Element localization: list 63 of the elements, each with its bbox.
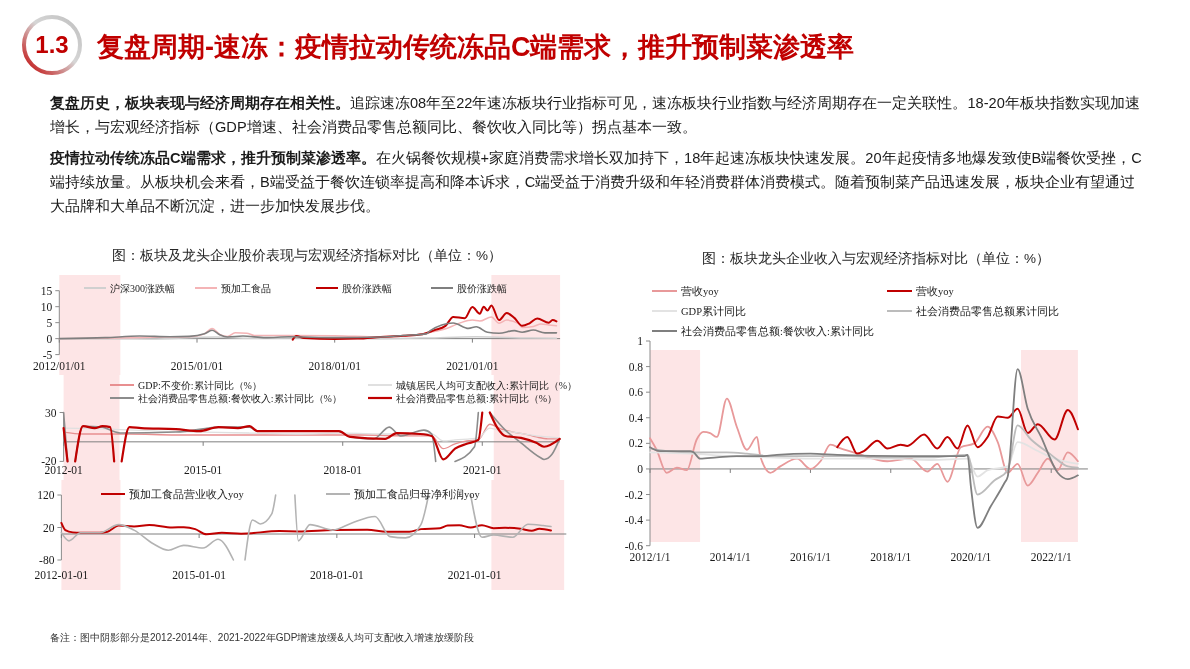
- y-tick-label: 0.2: [628, 437, 644, 450]
- y-tick-label: 5: [46, 316, 53, 329]
- legend-label: 城镇居民人均可支配收入:累计同比（%）: [395, 379, 578, 391]
- legend-label: GDP:不变价:累计同比（%）: [138, 379, 262, 391]
- legend-label: 预加工食品营业收入yoy: [129, 487, 245, 500]
- y-tick-label: 0.8: [628, 360, 644, 373]
- x-tick-label: 2021/01/01: [446, 360, 499, 372]
- line-series: [60, 521, 552, 536]
- legend-label: 预加工食品: [221, 282, 271, 294]
- x-tick-label: 2021-01: [463, 464, 502, 476]
- text: 复盘周期-速冻：疫情拉动传统冻品C端需求，推升预制菜渗透率: [97, 31, 855, 64]
- legend-label: 社会消费品零售总额:累计同比（%）: [396, 392, 558, 404]
- y-tick-label: 0.6: [628, 386, 644, 399]
- legend-label: 社会消费品零售总额:餐饮收入:累计同比: [681, 324, 874, 337]
- text: 疫情拉动传统冻品C端需求，推升预制菜渗透率。: [50, 150, 376, 166]
- y-tick-label: -0.4: [624, 514, 644, 527]
- text: 复盘历史，板块表现与经济周期存在相关性。: [50, 95, 350, 111]
- legend-label: 社会消费品零售总额:餐饮收入:累计同比（%）: [138, 392, 342, 404]
- text: 备注：图中阴影部分是2012-2014年、2021-2022年GDP增速放缓&人均可支配收入增速放缓阶段: [50, 632, 474, 643]
- line-series: [291, 304, 558, 341]
- y-tick-label: 0: [46, 332, 53, 345]
- y-tick-label: 10: [40, 300, 53, 313]
- x-tick-label: 2018/01/01: [308, 360, 362, 372]
- y-tick-label: -0.2: [624, 488, 644, 501]
- x-tick-label: 2020/1/1: [950, 551, 992, 563]
- y-tick-label: 0.4: [628, 411, 644, 424]
- line-series: [649, 424, 1079, 496]
- x-tick-label: 2012/1/1: [629, 551, 671, 563]
- x-tick-label: 2015-01: [183, 464, 223, 476]
- legend-label: 营收yoy: [681, 284, 720, 297]
- x-tick-label: 2018-01: [323, 464, 363, 476]
- line-series: [649, 397, 1079, 487]
- x-tick-label: 2021-01-01: [447, 569, 502, 581]
- legend-label: 股价涨跌幅: [457, 282, 507, 294]
- x-tick-label: 2018/1/1: [870, 551, 912, 563]
- x-tick-label: 2022/1/1: [1030, 551, 1072, 563]
- legend-label: 预加工食品归母净利润yoy: [354, 487, 481, 500]
- chart-title: 图：板块及龙头企业股价表现与宏观经济指标对比（单位：%）: [111, 247, 503, 263]
- y-tick-label: 30: [45, 406, 57, 419]
- x-tick-label: 2015/01/01: [170, 360, 224, 372]
- y-tick-label: 0: [637, 462, 644, 475]
- text: 1.3: [35, 31, 69, 59]
- x-tick-label: 2018-01-01: [310, 569, 364, 581]
- y-tick-label: 15: [40, 284, 53, 297]
- line-series: [836, 407, 1079, 455]
- y-tick-label: 120: [37, 489, 55, 502]
- legend-label: GDP累计同比: [681, 304, 747, 317]
- legend-label: 沪深300涨跌幅: [110, 282, 175, 294]
- legend-label: 社会消费品零售总额累计同比: [916, 304, 1059, 317]
- line-series: [649, 441, 1079, 478]
- y-tick-label: 20: [42, 521, 55, 534]
- x-tick-label: 2012/01/01: [33, 360, 86, 372]
- legend-label: 股价涨跌幅: [342, 282, 392, 294]
- y-tick-label: -5: [42, 348, 53, 361]
- x-tick-label: 2012-01-01: [34, 569, 89, 581]
- y-tick-label: -0.6: [624, 539, 644, 552]
- chart-title: 图：板块龙头企业收入与宏观经济指标对比（单位：%）: [701, 250, 1051, 266]
- x-tick-label: 2014/1/1: [709, 551, 751, 563]
- legend-label: 营收yoy: [916, 284, 955, 297]
- y-tick-label: -80: [39, 554, 55, 567]
- x-tick-label: 2015-01-01: [172, 569, 227, 581]
- x-tick-label: 2016/1/1: [790, 551, 832, 563]
- y-tick-label: 1: [637, 335, 644, 348]
